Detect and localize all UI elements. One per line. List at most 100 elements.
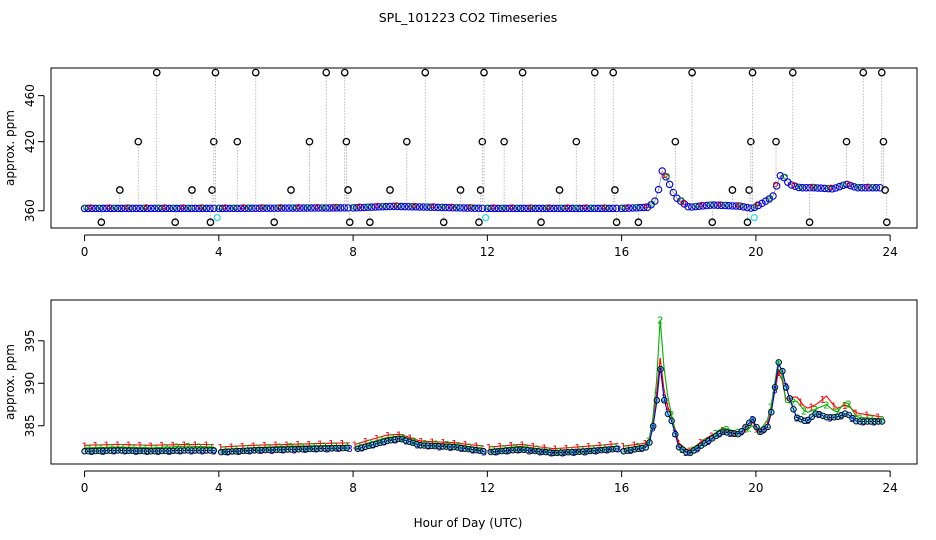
circle-marker (469, 446, 476, 453)
outlier (537, 208, 545, 227)
baseline-point (640, 203, 648, 212)
baseline-point (285, 204, 293, 212)
baseline-point (445, 203, 453, 212)
outlier (134, 137, 143, 209)
circle-marker (225, 448, 232, 455)
outlier (480, 68, 488, 209)
circle-marker (85, 447, 92, 455)
series-line (220, 442, 350, 448)
circle-marker (505, 447, 513, 454)
series-marker: 1 (339, 439, 345, 450)
outlier-point (478, 137, 487, 146)
series-marker: 3 (560, 449, 566, 460)
x-tick-label: 12 (480, 481, 495, 495)
series-marker: 2 (679, 445, 685, 456)
cyan-marker (795, 415, 800, 420)
series-marker: 3 (604, 446, 610, 457)
baseline-point (553, 204, 562, 213)
circle-marker (572, 448, 579, 456)
circle-marker (727, 429, 734, 437)
series-marker: 1 (853, 408, 859, 419)
series-marker: 2 (845, 400, 851, 411)
outlier-point (788, 68, 797, 77)
outlier-point (270, 218, 279, 227)
x-tick-label: 24 (883, 481, 898, 495)
baseline-point (311, 204, 319, 212)
circle-marker (317, 445, 325, 452)
circle-marker (361, 443, 369, 451)
outlier-point (708, 218, 717, 227)
outlier-point (842, 137, 851, 146)
baseline-point (669, 188, 678, 197)
outlier (500, 137, 508, 209)
outlier-point (612, 218, 621, 227)
baseline-point (776, 171, 785, 180)
circle-marker (162, 447, 170, 455)
baseline-point (114, 204, 122, 213)
series-marker: 2 (455, 441, 461, 452)
circle-marker (291, 446, 299, 453)
outlier (859, 68, 868, 188)
outlier (805, 187, 814, 227)
circle-marker (535, 448, 542, 455)
baseline-point (487, 204, 495, 213)
baseline-point (505, 204, 514, 213)
y-tick-label: 460 (23, 84, 37, 107)
circle-marker (457, 444, 465, 452)
circle-marker (236, 447, 243, 455)
circle-marker (88, 447, 96, 455)
circle-marker (875, 418, 882, 425)
outlier-point (518, 68, 527, 77)
series-marker: 2 (624, 444, 630, 455)
outlier (609, 68, 618, 209)
circle-marker (247, 447, 254, 454)
series-marker: 3 (593, 447, 599, 458)
series-marker: 1 (653, 391, 659, 402)
baseline-point (460, 204, 468, 212)
circle-marker (265, 446, 273, 454)
baseline-point (832, 184, 840, 192)
circle-marker (439, 443, 446, 450)
circle-marker (232, 448, 240, 455)
top-x-axis: 0 4 8 12 16 20 24 (81, 234, 898, 259)
y-tick-label: 420 (23, 130, 37, 153)
circle-marker (299, 445, 306, 453)
outlier (456, 186, 465, 208)
circle-marker (92, 447, 99, 455)
circle-marker (354, 445, 362, 452)
circle-marker (169, 447, 177, 454)
circle-marker (387, 436, 395, 444)
series-marker: 1 (239, 442, 245, 453)
cyan-marker (614, 446, 619, 452)
outlier (97, 208, 106, 227)
cyan-marker (765, 424, 770, 430)
series-marker: 3 (571, 448, 577, 459)
cyan-marker (776, 360, 781, 365)
baseline-point (415, 203, 424, 211)
circle-marker (653, 397, 661, 404)
series-marker: 1 (597, 441, 603, 452)
circle-marker (343, 444, 350, 452)
series-marker: 3 (504, 447, 510, 458)
circle-marker (310, 445, 317, 453)
series-marker: 3 (370, 441, 376, 452)
cyan-marker (669, 418, 674, 424)
outlier-point (746, 137, 755, 146)
circle-marker (373, 440, 380, 448)
baseline-point (463, 204, 472, 212)
series-marker: 1 (352, 440, 358, 451)
outlier (475, 208, 483, 227)
x-tick-label: 0 (81, 245, 89, 259)
baseline-point (857, 183, 866, 192)
circle-marker (421, 442, 428, 449)
baseline-point (621, 204, 630, 213)
baseline-point (568, 204, 577, 213)
outlier (342, 137, 351, 208)
circle-marker (210, 447, 218, 454)
series-marker: 2 (411, 437, 417, 448)
circle-marker (99, 447, 107, 455)
outlier (322, 68, 331, 208)
baseline-point (538, 204, 547, 213)
circle-marker (339, 444, 347, 452)
outlier-point (772, 137, 780, 146)
